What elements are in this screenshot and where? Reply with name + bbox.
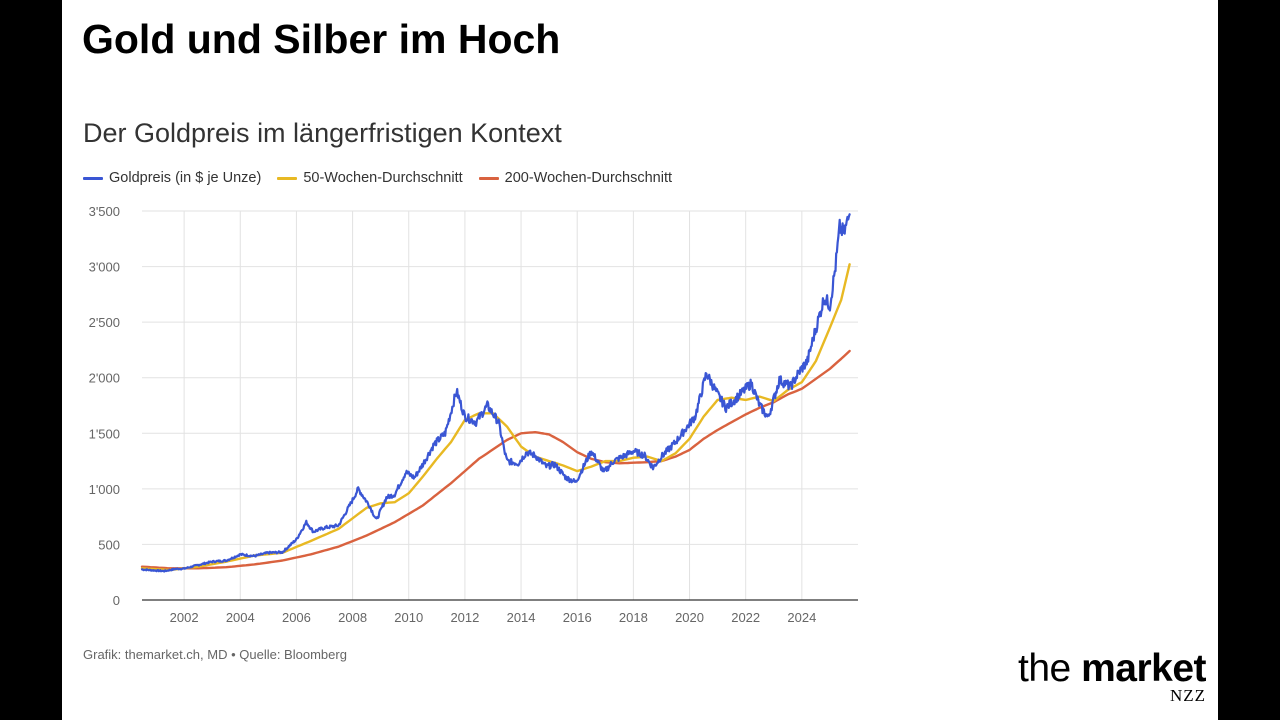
- x-tick-label: 2024: [787, 610, 816, 625]
- series-line-ma200: [140, 349, 851, 570]
- chart-legend: Goldpreis (in $ je Unze) 50-Wochen-Durch…: [83, 168, 688, 188]
- line-chart: 0 500 1'000 1'500 2'000 2'500 3'000 3'500 2002 20…: [89, 204, 858, 625]
- legend-item-gold-price: Goldpreis (in $ je Unze): [83, 170, 261, 186]
- y-tick-label: 1'500: [89, 426, 120, 441]
- legend-label-gold-price: Goldpreis (in $ je Unze): [109, 170, 262, 186]
- brand-logo: the market NZZ: [1018, 647, 1206, 705]
- chart-title: Der Goldpreis im längerfristigen Kontext: [83, 118, 562, 148]
- logo-word-market: market: [1081, 647, 1206, 690]
- legend-swatch-gold-price: [83, 176, 103, 180]
- legend-item-ma50: 50-Wochen-Durchschnitt: [277, 170, 463, 186]
- y-tick-label: 0: [113, 593, 120, 608]
- y-tick-label: 3'000: [89, 260, 120, 275]
- legend-swatch-ma200: [478, 176, 499, 180]
- legend-item-ma200: 200-Wochen-Durchschnitt: [478, 170, 673, 186]
- x-tick-label: 2004: [226, 610, 255, 625]
- x-tick-label: 2010: [394, 610, 423, 625]
- x-tick-label: 2012: [450, 610, 479, 625]
- headline: Gold und Silber im Hoch: [82, 16, 561, 62]
- logo-sub-nzz: NZZ: [1169, 686, 1206, 705]
- y-tick-label: 500: [98, 537, 120, 552]
- x-tick-label: 2020: [675, 610, 704, 625]
- y-tick-label: 2'500: [89, 315, 120, 330]
- slide: Gold und Silber im Hoch Der Goldpreis im…: [62, 0, 1218, 720]
- series-line-gold-price: [140, 213, 851, 573]
- x-tick-label: 2022: [731, 610, 760, 625]
- legend-swatch-ma50: [277, 176, 298, 180]
- legend-label-ma200: 200-Wochen-Durchschnitt: [504, 170, 673, 186]
- x-tick-label: 2008: [338, 610, 367, 625]
- legend-label-ma50: 50-Wochen-Durchschnitt: [303, 170, 463, 186]
- y-tick-label: 2'000: [89, 371, 120, 386]
- y-tick-label: 3'500: [89, 204, 120, 219]
- x-tick-label: 2002: [170, 610, 199, 625]
- logo-word-the: the: [1018, 647, 1071, 690]
- x-tick-label: 2016: [563, 610, 592, 625]
- x-tick-label: 2006: [282, 610, 311, 625]
- y-tick-label: 1'000: [89, 482, 120, 497]
- x-tick-label: 2014: [507, 610, 536, 625]
- source-note: Grafik: themarket.ch, MD • Quelle: Bloom…: [83, 647, 347, 662]
- x-tick-label: 2018: [619, 610, 648, 625]
